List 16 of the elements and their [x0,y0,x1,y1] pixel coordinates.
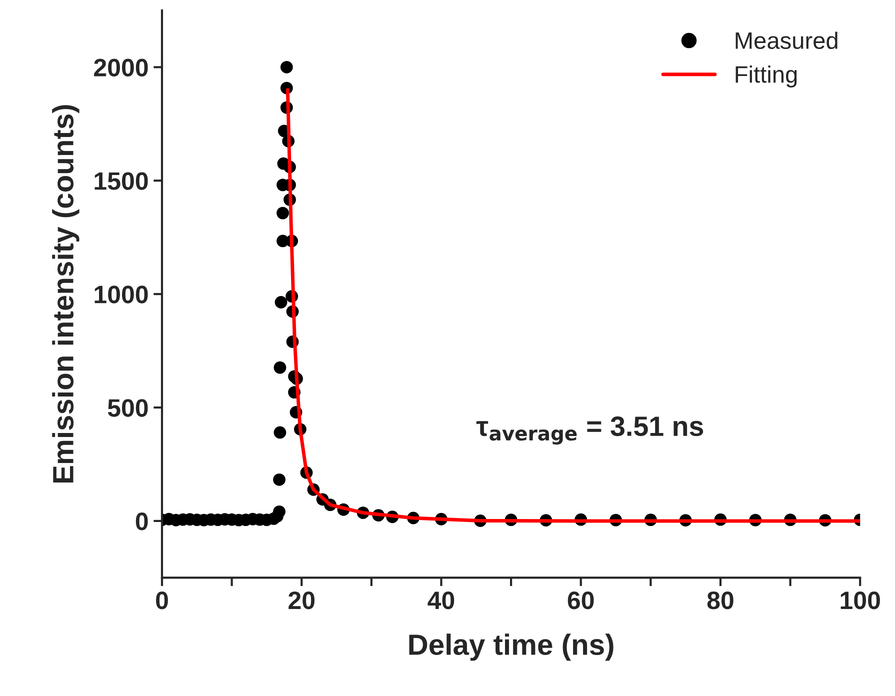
x-tick-label: 80 [707,592,734,610]
x-tick-label: 0 [156,592,168,610]
y-tick-label: 0 [136,512,148,530]
x-tick-label: 20 [288,592,314,610]
x-tick-label: 60 [568,592,594,610]
legend-label: Fitting [736,66,797,88]
y-tick-label: 1500 [94,172,148,190]
y-tick-label: 1000 [94,286,148,304]
x-tick-label: 40 [428,592,454,610]
legend-label: Measured [736,32,838,50]
x-tick-label: 100 [840,592,880,610]
x-axis-title: Delay time (ns) [409,634,614,661]
y-tick-label: 500 [108,399,148,417]
y-tick-label: 2000 [94,58,148,76]
annotation: τ$_{average}$ = 3.51 ns [476,416,704,445]
y-axis-title: Emission intensity (counts) [52,105,80,483]
